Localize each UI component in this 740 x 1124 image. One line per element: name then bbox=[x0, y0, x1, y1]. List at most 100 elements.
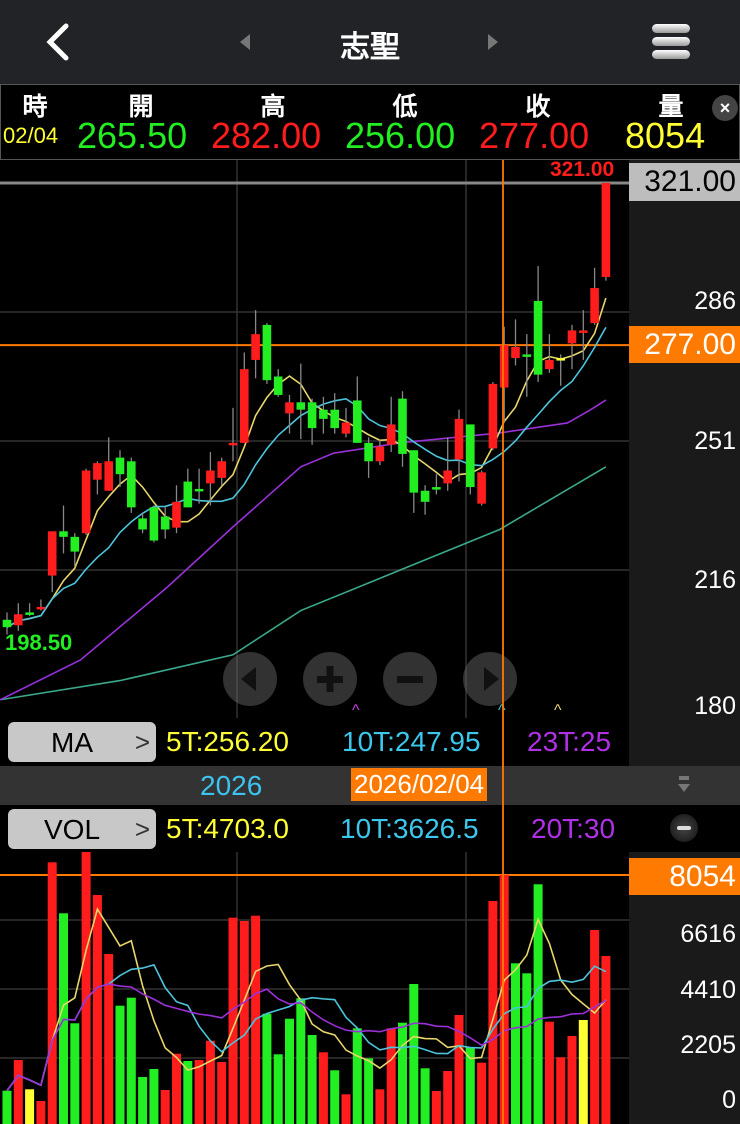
zoom-in-button[interactable] bbox=[303, 652, 357, 706]
candle-body bbox=[127, 461, 136, 508]
volume-tick: 4410 bbox=[680, 976, 736, 1004]
volume-bar bbox=[567, 1036, 577, 1124]
candle-body bbox=[319, 409, 328, 419]
label-open: 開 bbox=[128, 92, 154, 121]
candle-body bbox=[398, 398, 407, 454]
vol-selector-button[interactable]: VOL > bbox=[8, 809, 156, 849]
ma-button-label: MA bbox=[51, 727, 93, 758]
candle-body bbox=[14, 614, 23, 626]
hamburger-menu-icon[interactable] bbox=[652, 22, 692, 62]
volume-bar bbox=[239, 920, 249, 1124]
volume-chart[interactable] bbox=[0, 852, 629, 1124]
ma-indicator-row: MA > 5T:256.20 10T:247.95 23T:25 bbox=[0, 718, 629, 766]
volume-tick: 0 bbox=[722, 1086, 736, 1114]
quote-low: 256.00 bbox=[345, 115, 456, 156]
chevron-right-icon: > bbox=[134, 814, 150, 844]
candle-body bbox=[375, 446, 385, 462]
candle-body bbox=[172, 501, 181, 528]
ma-long-line bbox=[0, 466, 607, 701]
candle-body bbox=[285, 402, 294, 414]
candle-body bbox=[149, 507, 159, 541]
candle-body bbox=[240, 369, 249, 443]
candle-body bbox=[262, 324, 272, 381]
remove-indicator-icon[interactable] bbox=[670, 814, 698, 842]
quote-open: 265.50 bbox=[77, 115, 188, 156]
ma10-caret-icon: ^ bbox=[498, 702, 506, 720]
volume-bar bbox=[375, 1089, 385, 1124]
volume-bar bbox=[104, 953, 114, 1124]
vol-ma5-value: 5T:4703.0 bbox=[166, 813, 289, 844]
candle-body bbox=[307, 402, 317, 429]
volume-bar bbox=[194, 1060, 204, 1124]
volume-bar bbox=[522, 973, 532, 1124]
ma-selector-button[interactable]: MA > bbox=[8, 722, 156, 762]
ma10-line bbox=[6, 326, 607, 628]
candle-body bbox=[545, 359, 554, 370]
ma5-line bbox=[6, 297, 607, 628]
label-time: 時 bbox=[22, 92, 48, 121]
ma5-value: 5T:256.20 bbox=[166, 726, 289, 757]
volume-bar bbox=[70, 1023, 80, 1124]
candle-body bbox=[522, 354, 532, 357]
candle-body bbox=[601, 182, 611, 277]
candle-body bbox=[330, 409, 339, 429]
volume-bar bbox=[398, 1022, 407, 1124]
plus-icon bbox=[317, 666, 343, 692]
volume-bar bbox=[92, 894, 102, 1124]
vol-indicator-row: VOL > 5T:4703.0 10T:3626.5 20T:30 bbox=[0, 805, 629, 853]
volume-bar bbox=[352, 1028, 362, 1124]
zoom-out-button[interactable] bbox=[383, 652, 437, 706]
candle-body bbox=[567, 330, 577, 344]
price-max-box: 321.00 bbox=[629, 163, 740, 201]
quote-close: 277.00 bbox=[479, 115, 590, 156]
volume-bar bbox=[160, 1090, 170, 1124]
date-bar: 2026 2026/02/04 bbox=[0, 766, 740, 805]
volume-bar bbox=[318, 1052, 328, 1124]
volume-bar bbox=[217, 1062, 227, 1124]
volume-bar bbox=[341, 1094, 351, 1124]
candle-body bbox=[217, 461, 226, 478]
candle-body bbox=[81, 470, 91, 534]
candle-body bbox=[115, 457, 125, 475]
candle-body bbox=[70, 536, 80, 552]
label-close: 收 bbox=[525, 92, 551, 121]
candle-body bbox=[466, 424, 475, 488]
volume-bar bbox=[431, 1091, 441, 1124]
previous-stock-button[interactable] bbox=[240, 34, 250, 50]
volume-bar bbox=[601, 956, 611, 1124]
candle-body bbox=[386, 424, 396, 445]
quote-volume: 8054 bbox=[625, 115, 706, 156]
quote-panel: 時 開 高 低 收 量 02/04 265.50 282.00 256.00 2… bbox=[0, 84, 740, 160]
ma23-value: 23T:25 bbox=[527, 726, 612, 757]
price-tick: 251 bbox=[694, 427, 736, 455]
candle-body bbox=[353, 400, 362, 443]
volume-ma5-line bbox=[6, 907, 607, 1092]
candle-body bbox=[443, 470, 452, 484]
back-chevron-icon[interactable] bbox=[40, 20, 80, 64]
min-price-marker: 198.50 bbox=[5, 630, 73, 655]
volume-bar bbox=[511, 963, 520, 1124]
pan-left-button[interactable] bbox=[223, 652, 277, 706]
close-quote-icon[interactable]: × bbox=[712, 95, 738, 121]
candle-body bbox=[579, 330, 588, 333]
volume-bar bbox=[138, 1076, 148, 1124]
volume-bar bbox=[544, 1021, 554, 1124]
volume-bar bbox=[330, 1070, 340, 1124]
chevron-right-icon: > bbox=[134, 727, 150, 757]
next-stock-button[interactable] bbox=[488, 34, 498, 50]
volume-axis bbox=[629, 852, 740, 1124]
candle-body bbox=[251, 334, 260, 360]
candle-body bbox=[273, 376, 283, 395]
candle-body bbox=[183, 481, 193, 508]
volume-bar bbox=[499, 874, 509, 1124]
collapse-arrow-icon[interactable] bbox=[676, 776, 692, 796]
volume-bar bbox=[386, 1028, 396, 1124]
volume-bar bbox=[533, 884, 543, 1124]
candle-body bbox=[104, 461, 113, 491]
label-low: 低 bbox=[392, 92, 418, 121]
volume-bar bbox=[307, 1035, 317, 1124]
volume-bar bbox=[296, 998, 306, 1124]
pan-right-button[interactable] bbox=[463, 652, 517, 706]
price-chart[interactable] bbox=[0, 160, 629, 718]
ma5-caret-icon: ^ bbox=[554, 702, 562, 719]
